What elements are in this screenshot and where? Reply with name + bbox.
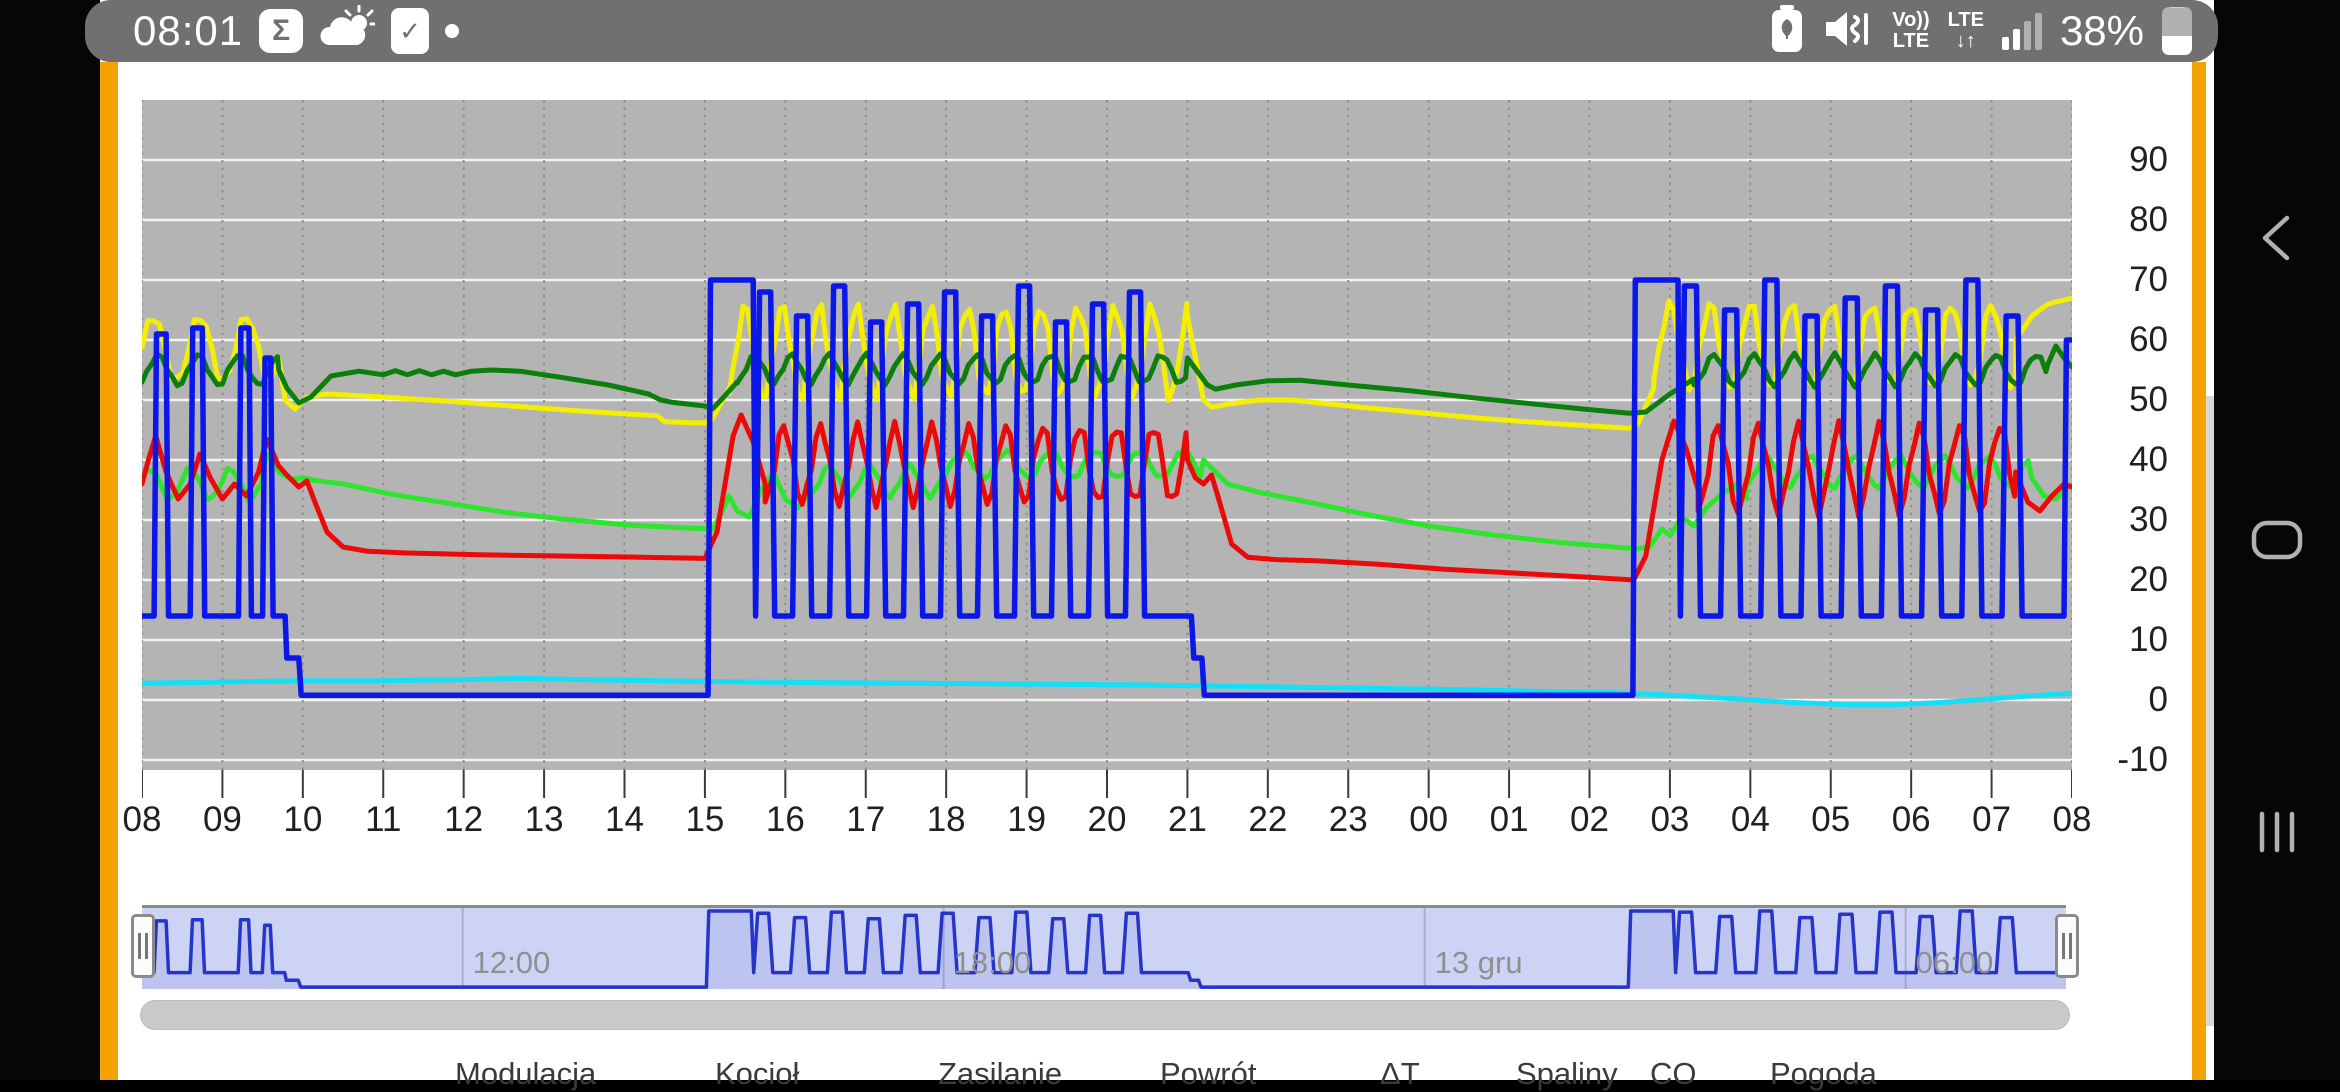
- plot-svg[interactable]: [139, 100, 2075, 800]
- x-axis-label: 02: [1570, 800, 1609, 839]
- x-axis-label: 01: [1489, 800, 1529, 839]
- x-axis-label: 03: [1650, 800, 1690, 839]
- y-axis-label: 80: [2129, 200, 2168, 239]
- navigator-svg[interactable]: [142, 905, 2066, 989]
- x-axis-label: 08: [122, 800, 162, 839]
- navigator-left-handle[interactable]: [131, 914, 155, 978]
- recents-button[interactable]: [2214, 810, 2340, 854]
- app-border-right: [2192, 62, 2206, 1080]
- y-axis-label: 10: [2129, 620, 2168, 659]
- navigator-time-label: 06:00: [1915, 945, 1994, 980]
- x-axis-label: 19: [1007, 800, 1047, 839]
- x-axis-label: 07: [1972, 800, 2012, 839]
- sigma-notification-icon: Σ: [259, 9, 304, 53]
- more-notifications-dot-icon: [445, 24, 460, 38]
- x-axis-label: 04: [1730, 800, 1770, 839]
- series-line-CO[interactable]: [139, 447, 2075, 552]
- y-axis-label: 90: [2129, 140, 2168, 179]
- battery-saver-icon: [1770, 4, 1804, 58]
- legend-item-6[interactable]: Spaliny: [1516, 1056, 1618, 1091]
- chart-navigator[interactable]: [142, 905, 2066, 994]
- left-bezel: [0, 0, 100, 1080]
- clock: 08:01: [133, 7, 244, 54]
- back-button[interactable]: [2214, 212, 2340, 264]
- y-axis-label: 0: [2148, 680, 2168, 719]
- navigator-time-label: 13 gru: [1434, 945, 1523, 980]
- y-axis-label: 30: [2129, 500, 2168, 539]
- x-axis-label: 20: [1087, 800, 1127, 839]
- main-chart-plot-area[interactable]: [139, 100, 2075, 805]
- x-axis-label: 11: [365, 800, 402, 839]
- status-bar: 08:01 Σ ✓: [85, 0, 2218, 62]
- home-button[interactable]: [2214, 520, 2340, 560]
- navigator-time-label: 12:00: [472, 945, 551, 980]
- navigator-right-handle[interactable]: [2055, 914, 2079, 978]
- mute-vibrate-icon: [1822, 5, 1874, 58]
- page-scrollbar[interactable]: [2206, 396, 2214, 1026]
- x-axis-label: 22: [1248, 800, 1288, 839]
- legend-item-8[interactable]: Pogoda: [1770, 1056, 1877, 1091]
- navigator-time-label: 18:00: [953, 945, 1032, 980]
- x-axis-label: 00: [1409, 800, 1449, 839]
- x-axis-label: 10: [283, 800, 323, 839]
- x-axis-label: 18: [926, 800, 966, 839]
- series-line-Pogoda[interactable]: [139, 675, 2075, 708]
- series-line-Powrót[interactable]: [139, 412, 2075, 583]
- legend-item-2[interactable]: Kocioł: [715, 1056, 800, 1091]
- y-axis-label: 40: [2129, 440, 2168, 479]
- series-line-Modulacja[interactable]: [139, 277, 2075, 698]
- x-axis-label: 06: [1891, 800, 1931, 839]
- checkbox-notification-icon: ✓: [391, 8, 430, 54]
- legend-item-4[interactable]: Powrót: [1160, 1056, 1257, 1091]
- x-axis-label: 09: [202, 800, 242, 839]
- lte-updown-icon: LTE ↓↑: [1947, 9, 1984, 52]
- legend-item-5[interactable]: ΔT: [1380, 1056, 1420, 1091]
- x-axis-label: 13: [524, 800, 564, 839]
- x-axis-label: 21: [1167, 800, 1207, 839]
- app-border-left: [100, 62, 118, 1080]
- android-nav-bar: [2214, 0, 2340, 1080]
- battery-icon: [2162, 7, 2192, 55]
- x-axis-label: 15: [685, 800, 725, 839]
- x-axis-label: 14: [605, 800, 644, 839]
- chart-scrollbar[interactable]: [140, 1000, 2070, 1030]
- legend-item-7[interactable]: CO: [1650, 1056, 1697, 1091]
- legend-item-1[interactable]: Modulacja: [455, 1056, 597, 1091]
- x-axis-label: 17: [846, 800, 886, 839]
- x-axis-label: 05: [1811, 800, 1851, 839]
- y-axis-label: 60: [2129, 320, 2168, 359]
- volte-icon: Vo)) LTE: [1892, 9, 1930, 52]
- series-line-Zasilanie[interactable]: [139, 343, 2075, 416]
- x-axis-label: 16: [765, 800, 805, 839]
- battery-percent: 38%: [2059, 7, 2144, 54]
- y-axis-label: 50: [2129, 380, 2168, 419]
- x-axis-label: 23: [1328, 800, 1368, 839]
- signal-strength-icon: [2001, 12, 2042, 50]
- weather-notification-icon: [319, 4, 377, 58]
- y-axis-label: 20: [2129, 560, 2168, 599]
- x-axis-label: 08: [2052, 800, 2092, 839]
- legend-item-3[interactable]: Zasilanie: [938, 1056, 1063, 1091]
- y-axis-label: 70: [2129, 260, 2168, 299]
- y-axis-label: -10: [2117, 740, 2168, 779]
- x-axis-label: 12: [444, 800, 484, 839]
